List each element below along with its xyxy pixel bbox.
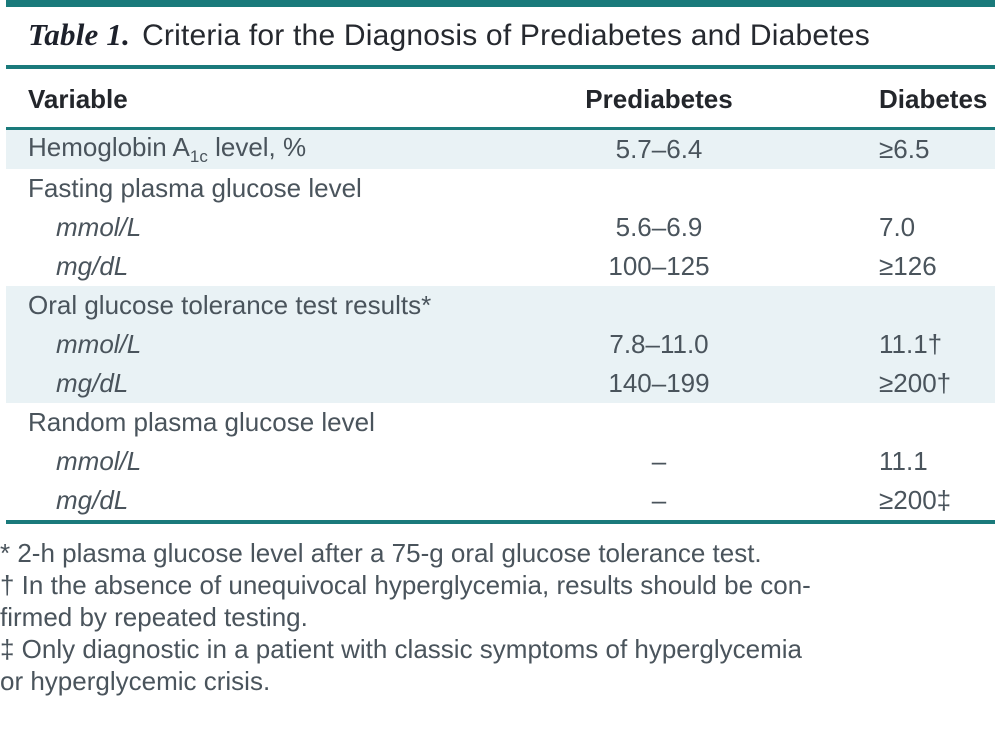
table-row: mmol/L 7.8–11.0 11.1† [6,325,995,364]
table-header-row: Variable Prediabetes Diabetes [6,69,995,127]
prediabetes-cell: – [651,446,667,476]
table-row: mg/dL 100–125 ≥126 [6,247,995,286]
footnote-line: firmed by repeated testing. [0,602,308,632]
prediabetes-cell: 5.7–6.4 [615,134,703,164]
footnote-line: or hyperglycemic crisis. [0,666,271,696]
table-row: Hemoglobin A1c level, % 5.7–6.4 ≥6.5 [6,130,995,169]
column-header-diabetes: Diabetes [879,84,988,114]
footnote-line: ‡ Only diagnostic in a patient with clas… [0,634,803,664]
prediabetes-cell: 140–199 [608,368,710,398]
footnote-line: * 2-h plasma glucose level after a 75-g … [0,538,762,568]
variable-cell: mg/dL [56,485,129,515]
prediabetes-cell: 100–125 [608,251,710,281]
variable-cell: Random plasma glucose level [28,407,375,437]
variable-subscript: 1c [189,147,208,166]
table-row: mg/dL – ≥200‡ [6,481,995,520]
header-divider-rule [6,127,995,130]
table-row: Oral glucose tolerance test results* [6,286,995,325]
table-row: Random plasma glucose level [6,403,995,442]
variable-cell: mmol/L [56,446,142,476]
bottom-rule [6,520,995,524]
title-divider-rule [6,65,995,69]
table-number-label: Table 1. [28,17,131,52]
diabetes-cell: ≥6.5 [879,134,930,164]
variable-cell: mg/dL [56,251,129,281]
variable-cell: mmol/L [56,329,142,359]
top-rule [6,0,995,7]
prediabetes-cell: 5.6–6.9 [615,212,703,242]
diabetes-cell: 11.1† [879,329,943,359]
variable-cell: mmol/L [56,212,142,242]
table-title: Table 1. Criteria for the Diagnosis of Pr… [6,7,888,65]
table-row: Fasting plasma glucose level [6,169,995,208]
table-body: Hemoglobin A1c level, % 5.7–6.4 ≥6.5 Fas… [6,130,995,520]
prediabetes-cell: – [651,485,667,515]
diabetes-cell: ≥126 [879,251,937,281]
footnote-line: † In the absence of unequivocal hypergly… [0,570,811,600]
footnotes: * 2-h plasma glucose level after a 75-g … [0,524,1001,697]
column-header-variable: Variable [28,84,128,114]
variable-text: Hemoglobin A [28,132,190,162]
table-row: mmol/L – 11.1 [6,442,995,481]
diabetes-cell: ≥200† [879,368,952,398]
column-header-prediabetes: Prediabetes [585,84,733,114]
variable-cell: Oral glucose tolerance test results* [28,290,432,320]
variable-cell: Hemoglobin A1c level, % [6,132,539,167]
diabetes-cell: 11.1 [879,446,928,476]
table-row: mmol/L 5.6–6.9 7.0 [6,208,995,247]
table-container: Table 1. Criteria for the Diagnosis of Pr… [6,0,995,524]
table-title-text: Criteria for the Diagnosis of Prediabete… [142,19,870,52]
variable-cell: Fasting plasma glucose level [28,173,362,203]
table-row: mg/dL 140–199 ≥200† [6,364,995,403]
variable-text: level, % [207,132,307,162]
prediabetes-cell: 7.8–11.0 [609,329,709,359]
variable-cell: mg/dL [56,368,129,398]
diabetes-cell: 7.0 [879,212,916,242]
diabetes-cell: ≥200‡ [879,485,952,515]
